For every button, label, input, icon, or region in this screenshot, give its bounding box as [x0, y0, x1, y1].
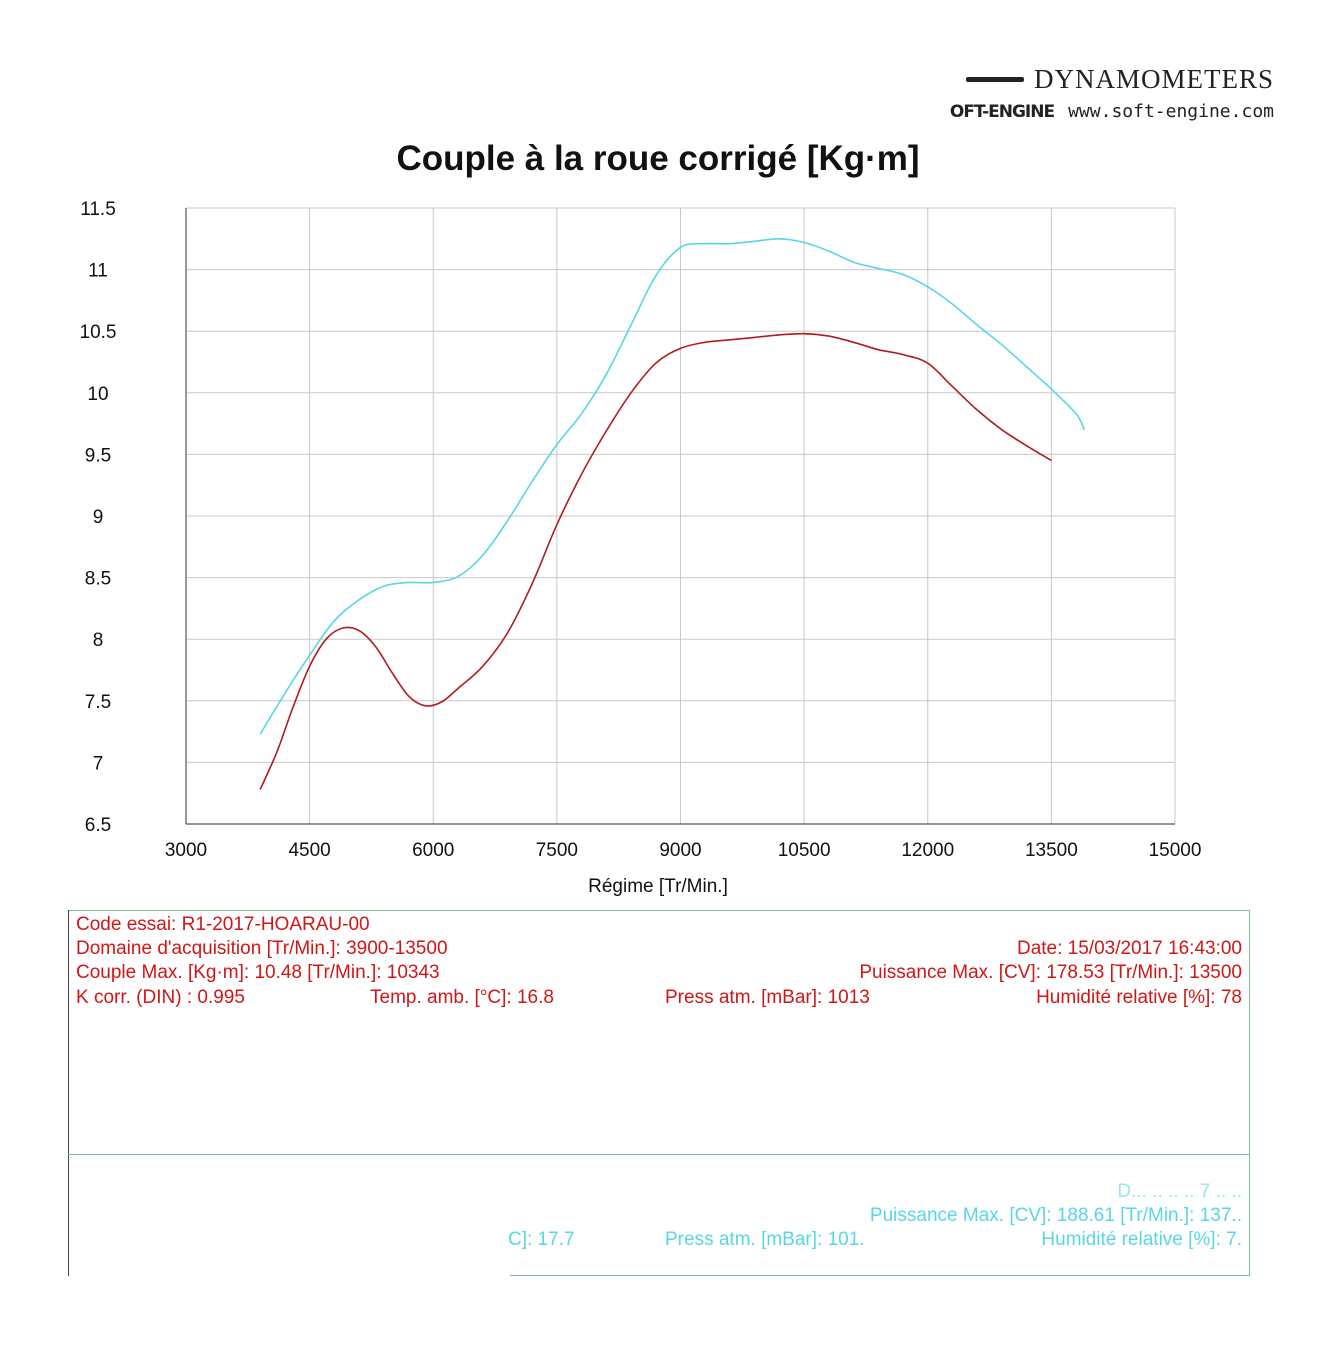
y-tick-label: 6.5: [85, 815, 111, 836]
acquisition-domain: Domaine d'acquisition [Tr/Min.]: 3900-13…: [76, 938, 448, 959]
box-divider: [68, 1154, 1250, 1155]
x-tick-label: 13500: [1025, 840, 1078, 861]
x-tick-label: 10500: [778, 840, 831, 861]
y-tick-label: 9.5: [85, 445, 111, 466]
brand-bar-icon: [965, 77, 1024, 82]
cyan-relative-humidity: Humidité relative [%]: 7.: [1041, 1229, 1242, 1250]
brand-line-2: OFT-ENGINE www.soft-engine.com: [950, 101, 1274, 122]
brand-line-1: DYNAMOMETERS: [950, 64, 1274, 95]
box-bottom-border: [510, 1275, 1250, 1276]
x-tick-label: 9000: [659, 840, 701, 861]
x-tick-label: 12000: [901, 840, 954, 861]
max-power: Puissance Max. [CV]: 178.53 [Tr/Min.]: 1…: [859, 962, 1242, 983]
y-tick-label: 9: [93, 507, 104, 528]
max-torque: Couple Max. [Kg·m]: 10.48 [Tr/Min.]: 103…: [76, 962, 440, 983]
x-tick-label: 3000: [165, 840, 207, 861]
y-tick-label: 11: [88, 261, 108, 282]
chart-grid: [185, 207, 1176, 825]
test-code: Code essai: R1-2017-HOARAU-00: [76, 914, 370, 935]
cyan-atm-pressure: Press atm. [mBar]: 101.: [665, 1229, 865, 1250]
brand-logo: OFT-ENGINE: [949, 101, 1055, 122]
box-top-border: [68, 910, 1250, 911]
y-tick-label: 8.5: [85, 569, 111, 590]
brand-name: DYNAMOMETERS: [1033, 64, 1274, 94]
k-correction: K corr. (DIN) : 0.995: [76, 987, 245, 1008]
series-line-2: [259, 332, 1052, 790]
relative-humidity: Humidité relative [%]: 78: [1036, 987, 1242, 1008]
y-tick-label: 11.5: [80, 199, 116, 220]
brand-header: DYNAMOMETERS OFT-ENGINE www.soft-engine.…: [950, 64, 1274, 122]
x-tick-labels: 3000 4500 6000 7500 9000 10500 12000 13500 15000: [165, 840, 1202, 861]
cyan-date-faded: D... .. .. .. 7 .. ..: [1117, 1181, 1242, 1202]
y-tick-label: 7.5: [85, 692, 111, 713]
torque-chart: Couple à la roue corrigé [Kg·m] 6.5 7 7.5 8…: [80, 139, 1202, 897]
atm-pressure: Press atm. [mBar]: 1013: [665, 987, 870, 1008]
cyan-ambient-temp: C]: 17.7: [508, 1229, 575, 1250]
y-tick-labels: 6.5 7 7.5 8 8.5 9 9.5 10 10.5 11 11.5: [80, 199, 117, 836]
box-right-border: [1249, 910, 1250, 1276]
y-tick-label: 7: [93, 753, 104, 774]
x-tick-label: 15000: [1149, 840, 1202, 861]
ambient-temp: Temp. amb. [°C]: 16.8: [370, 987, 554, 1008]
cyan-max-power: Puissance Max. [CV]: 188.61 [Tr/Min.]: 1…: [869, 1205, 1242, 1226]
x-tick-label: 7500: [536, 840, 578, 861]
chart-axes: [185, 208, 1175, 825]
x-tick-label: 6000: [412, 840, 454, 861]
test-date: Date: 15/03/2017 16:43:00: [1016, 938, 1242, 959]
x-tick-label: 4500: [288, 840, 330, 861]
y-tick-label: 10.5: [80, 322, 117, 343]
box-left-border: [68, 910, 69, 1276]
y-tick-label: 8: [93, 630, 104, 651]
chart-series: [259, 237, 1086, 790]
brand-url: www.soft-engine.com: [1068, 101, 1274, 122]
chart-title: Couple à la roue corrigé [Kg·m]: [396, 139, 919, 178]
y-tick-label: 10: [87, 384, 108, 405]
series-line-1: [259, 237, 1086, 735]
x-axis-label: Régime [Tr/Min.]: [588, 876, 728, 897]
